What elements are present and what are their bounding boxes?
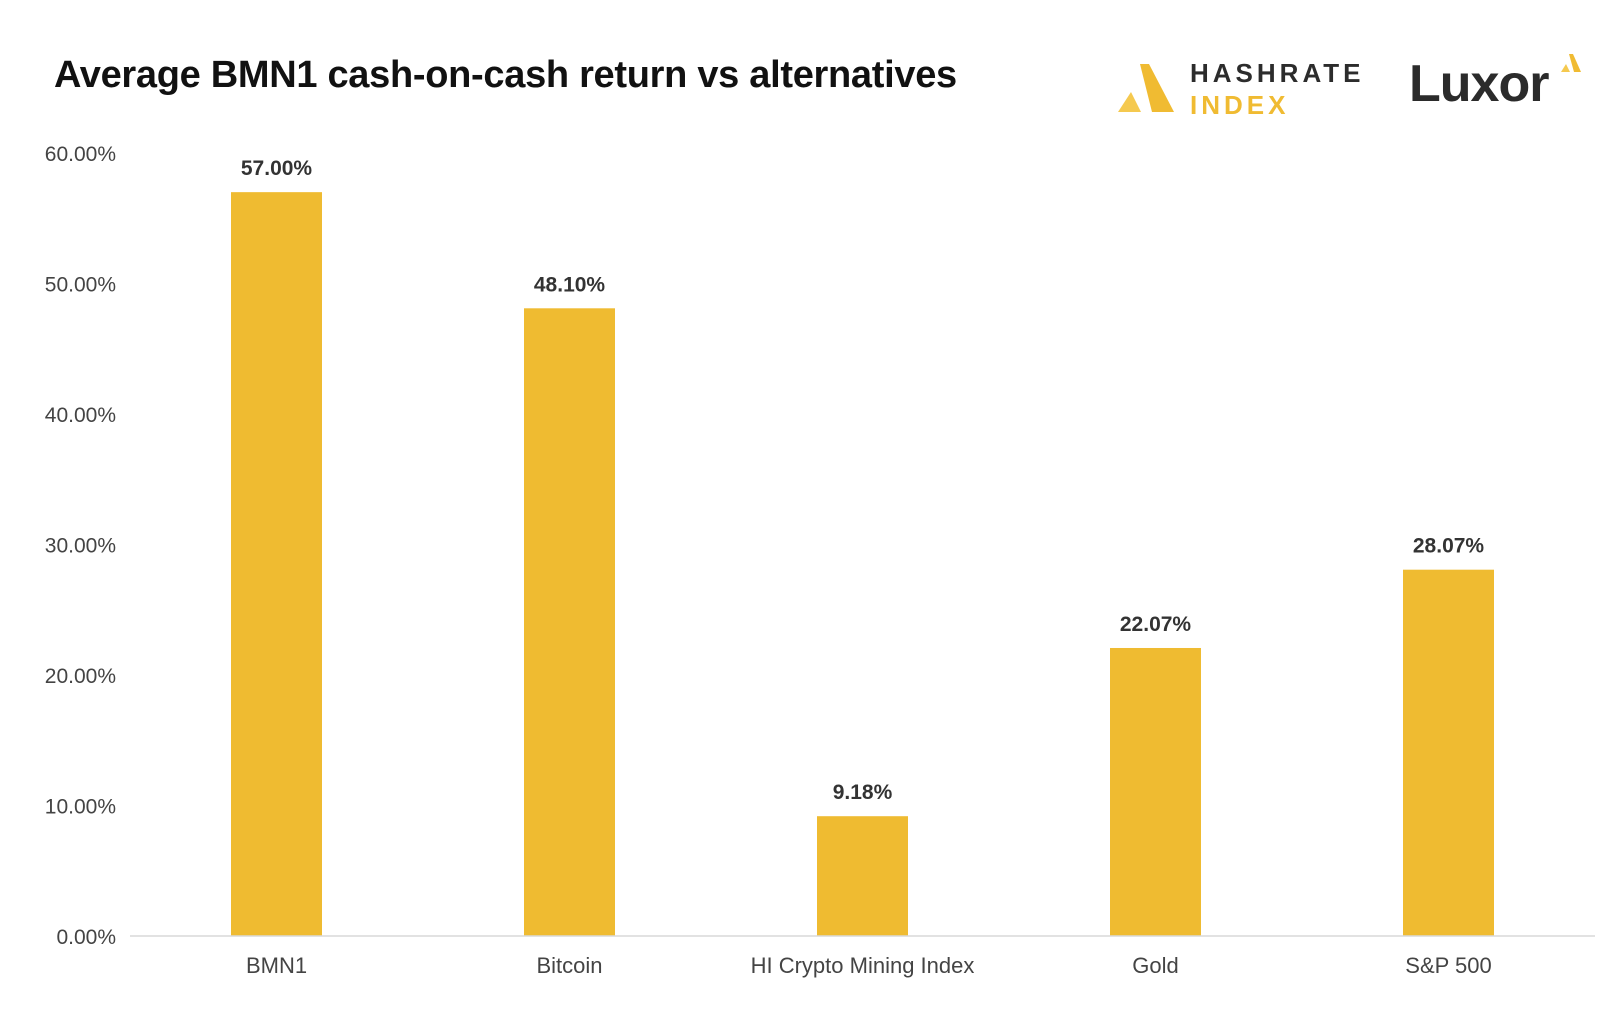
luxor-logo-icon — [1561, 54, 1581, 72]
x-tick-label: Bitcoin — [536, 953, 602, 978]
bar-value-label: 48.10% — [534, 273, 606, 296]
bar — [231, 192, 322, 936]
x-tick-label: S&P 500 — [1405, 953, 1491, 978]
y-axis-ticks: 0.00% 10.00% 20.00% 30.00% 40.00% 50.00% 60.00… — [45, 143, 116, 949]
bar-value-label: 9.18% — [833, 781, 893, 804]
y-tick-label: 20.00% — [45, 665, 116, 688]
luxor-logo-word: Luxor — [1409, 55, 1549, 113]
x-tick-label: HI Crypto Mining Index — [751, 953, 975, 978]
y-tick-label: 50.00% — [45, 274, 116, 297]
data-labels: 57.00% 48.10% 9.18% 22.07% 28.07% — [241, 157, 1485, 804]
y-tick-label: 0.00% — [56, 926, 116, 949]
hashrate-logo-line2: INDEX — [1190, 90, 1290, 120]
bar — [1110, 647, 1201, 936]
bar — [1403, 569, 1494, 936]
x-axis-labels: BMN1 Bitcoin HI Crypto Mining Index Gold S&P… — [246, 953, 1492, 978]
bar — [817, 816, 908, 936]
y-tick-label: 30.00% — [45, 535, 116, 558]
y-tick-label: 40.00% — [45, 404, 116, 427]
chart-title: Average BMN1 cash-on-cash return vs alte… — [54, 54, 957, 96]
bar-value-label: 57.00% — [241, 157, 313, 180]
y-tick-label: 10.00% — [45, 796, 116, 819]
bar-value-label: 28.07% — [1413, 535, 1485, 558]
bars — [231, 192, 1494, 936]
x-tick-label: BMN1 — [246, 953, 307, 978]
hashrate-logo-line1: HASHRATE — [1190, 58, 1365, 88]
bar — [524, 308, 615, 936]
hashrate-index-logo-icon — [1118, 64, 1174, 112]
x-tick-label: Gold — [1132, 953, 1178, 978]
hashrate-index-logo: HASHRATE INDEX — [1114, 58, 1364, 120]
luxor-logo: Luxor — [1409, 54, 1584, 120]
y-tick-label: 60.00% — [45, 143, 116, 166]
bar-value-label: 22.07% — [1120, 613, 1192, 636]
